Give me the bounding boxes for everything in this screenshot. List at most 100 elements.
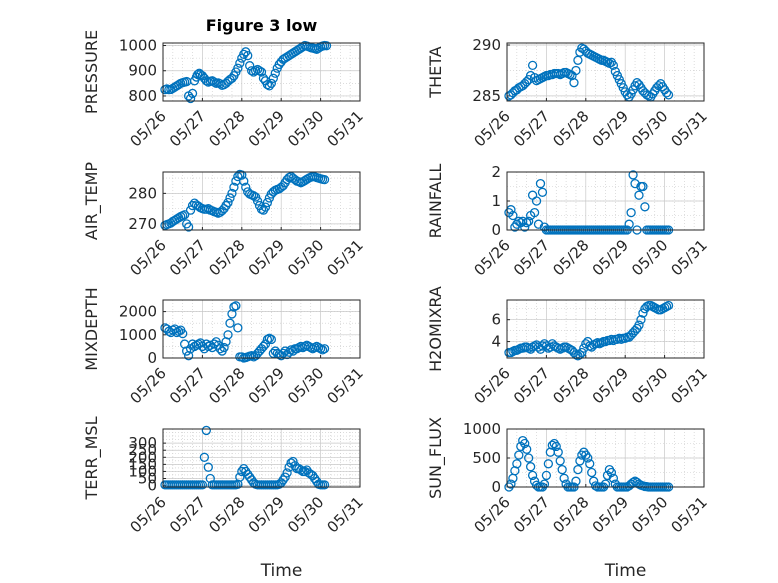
y-tick-label: 900 bbox=[128, 62, 157, 80]
data-point bbox=[524, 216, 534, 226]
data-point bbox=[296, 465, 306, 475]
x-tick-label: 05/30 bbox=[284, 236, 327, 279]
y-tick-label: 50 bbox=[138, 470, 157, 488]
y-tick-label: 1000 bbox=[119, 326, 157, 344]
axes-frame bbox=[162, 42, 361, 102]
plot-area bbox=[506, 42, 705, 102]
axes-frame bbox=[162, 428, 361, 488]
y-axis-label: TERR_MSL bbox=[82, 416, 102, 500]
y-tick-label: 290 bbox=[472, 36, 501, 54]
y-tick-label: 6 bbox=[491, 311, 501, 329]
data-point bbox=[185, 205, 196, 215]
x-tick-label: 05/31 bbox=[324, 236, 367, 279]
data-point bbox=[555, 456, 565, 466]
data-point bbox=[288, 456, 298, 467]
data-point bbox=[260, 202, 271, 212]
data-point bbox=[622, 90, 632, 100]
data-point bbox=[178, 328, 188, 339]
data-point bbox=[537, 187, 548, 197]
data-point bbox=[547, 440, 557, 450]
y-axis-label: RAINFALL bbox=[426, 164, 445, 239]
data-point bbox=[243, 50, 253, 61]
x-tick-label: 05/29 bbox=[589, 107, 632, 150]
data-point bbox=[215, 344, 225, 354]
data-point bbox=[575, 456, 585, 466]
data-point bbox=[569, 78, 579, 88]
y-tick-label: 150 bbox=[128, 455, 157, 473]
x-tick-label: 05/26 bbox=[471, 107, 514, 150]
data-point bbox=[203, 341, 213, 352]
data-point bbox=[321, 41, 332, 51]
data-point bbox=[608, 60, 619, 71]
data-point bbox=[319, 480, 330, 490]
data-point bbox=[571, 65, 581, 76]
data-point bbox=[527, 60, 538, 71]
x-tick-label: 05/28 bbox=[549, 236, 592, 279]
y-tick-label: 1000 bbox=[463, 420, 501, 438]
x-tick-label: 05/31 bbox=[324, 364, 367, 407]
data-point bbox=[551, 441, 561, 452]
x-tick-label: 05/26 bbox=[471, 236, 514, 279]
x-tick-label: 05/27 bbox=[510, 364, 553, 407]
y-tick-label: 285 bbox=[472, 87, 501, 105]
y-tick-label: 270 bbox=[128, 215, 157, 233]
data-point bbox=[223, 330, 233, 340]
x-tick-label: 05/31 bbox=[324, 107, 367, 150]
data-point bbox=[630, 178, 640, 189]
data-point bbox=[608, 473, 619, 483]
y-tick-label: 300 bbox=[128, 434, 157, 452]
y-tick-label: 250 bbox=[128, 441, 157, 459]
data-point bbox=[524, 453, 534, 463]
x-tick-label: 05/28 bbox=[205, 364, 248, 407]
y-tick-label: 2000 bbox=[119, 303, 157, 321]
data-point bbox=[553, 447, 563, 457]
data-point bbox=[223, 197, 233, 208]
data-point bbox=[522, 444, 532, 454]
x-tick-label: 05/27 bbox=[510, 493, 553, 536]
data-point bbox=[585, 459, 595, 469]
x-tick-label: 05/29 bbox=[589, 493, 632, 536]
data-point bbox=[201, 425, 211, 436]
data-point bbox=[529, 207, 540, 218]
x-tick-label: 05/27 bbox=[166, 364, 209, 407]
x-tick-label: 05/30 bbox=[284, 364, 327, 407]
data-point bbox=[270, 68, 280, 78]
data-point bbox=[282, 468, 292, 478]
axes-frame bbox=[506, 42, 705, 102]
data-point bbox=[522, 218, 532, 228]
data-point bbox=[535, 178, 546, 189]
data-point bbox=[626, 207, 636, 218]
x-tick-label: 05/30 bbox=[628, 364, 671, 407]
y-tick-label: 200 bbox=[128, 448, 157, 466]
y-tick-label: 4 bbox=[491, 333, 501, 351]
data-point bbox=[640, 202, 650, 212]
data-point bbox=[533, 219, 544, 229]
figure-title: Figure 3 low bbox=[206, 16, 318, 35]
x-tick-label: 05/27 bbox=[166, 107, 209, 150]
x-tick-label: 05/26 bbox=[127, 364, 170, 407]
data-point bbox=[264, 333, 275, 343]
data-point bbox=[239, 49, 249, 59]
x-tick-label: 05/26 bbox=[127, 236, 170, 279]
y-axis-label: H2OMIXRA bbox=[426, 286, 445, 372]
x-tick-label: 05/26 bbox=[127, 107, 170, 150]
data-point bbox=[266, 334, 277, 345]
data-point bbox=[229, 302, 239, 312]
data-point bbox=[559, 473, 569, 483]
data-point bbox=[209, 77, 219, 87]
y-tick-label: 0 bbox=[147, 349, 157, 367]
x-tick-label: 05/30 bbox=[284, 107, 327, 150]
data-point bbox=[256, 67, 267, 77]
data-point bbox=[636, 315, 646, 325]
data-point bbox=[525, 462, 536, 472]
y-axis-label: MIXDEPTH bbox=[82, 287, 101, 370]
y-axis-label: SUN_FLUX bbox=[426, 417, 446, 499]
axes-frame bbox=[162, 299, 361, 359]
y-tick-label: 280 bbox=[128, 184, 157, 202]
data-point bbox=[524, 343, 534, 353]
axes-frame bbox=[162, 171, 361, 231]
